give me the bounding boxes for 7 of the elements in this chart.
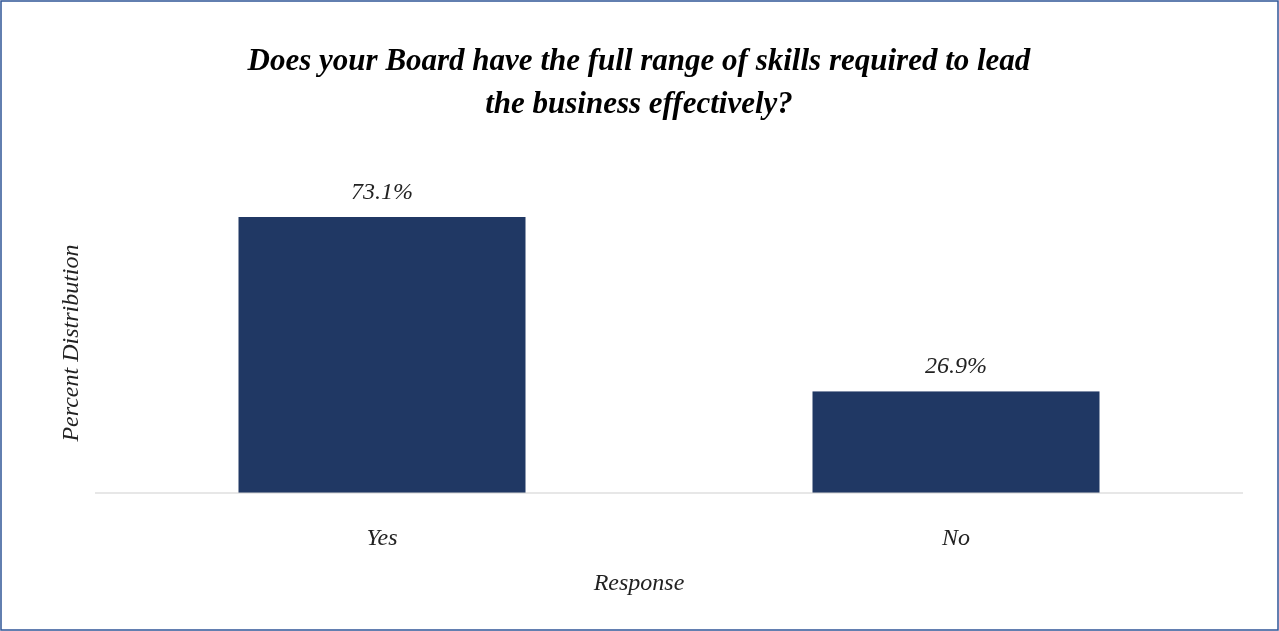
data-label: 26.9%: [925, 352, 987, 379]
chart-title: Does your Board have the full range of skills required to lead the business effectively?: [246, 42, 1031, 120]
data-label: 73.1%: [351, 178, 413, 204]
x-axis-title: Response: [592, 569, 685, 595]
y-axis-title: Percent Distribution: [57, 244, 83, 443]
x-tick-label: No: [940, 524, 971, 550]
x-tick-label: Yes: [366, 524, 398, 550]
